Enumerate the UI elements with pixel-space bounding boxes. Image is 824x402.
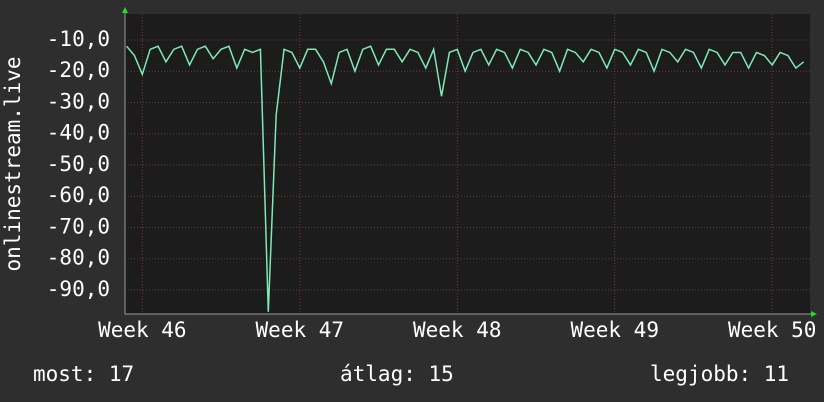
- y-tick-label: -80,0: [47, 246, 110, 270]
- y-tick-label: -50,0: [47, 152, 110, 176]
- axis-arrow: [122, 7, 128, 13]
- y-axis-label: onlinestream.live: [1, 57, 25, 272]
- y-tick-label: -60,0: [47, 183, 110, 207]
- x-tick-label: Week 48: [413, 318, 502, 342]
- x-tick-label: Week 47: [256, 318, 345, 342]
- stat-value: 15: [428, 362, 453, 386]
- stat-value: 11: [764, 362, 789, 386]
- y-tick-label: -40,0: [47, 121, 110, 145]
- x-tick-label: Week 46: [98, 318, 187, 342]
- stat-label: átlag:: [340, 362, 416, 386]
- stat-label: most:: [33, 362, 96, 386]
- y-tick-label: -10,0: [47, 27, 110, 51]
- y-tick-label: -20,0: [47, 58, 110, 82]
- y-tick-label: -90,0: [47, 277, 110, 301]
- plot-area: [125, 14, 810, 314]
- y-tick-label: -70,0: [47, 214, 110, 238]
- stat-value: 17: [109, 362, 134, 386]
- x-tick-label: Week 49: [570, 318, 659, 342]
- x-tick-label: Week 50: [728, 318, 817, 342]
- stat-label: legjobb:: [650, 362, 751, 386]
- axis-arrow: [811, 311, 817, 317]
- plot-layer: [125, 14, 810, 314]
- y-tick-label: -30,0: [47, 89, 110, 113]
- data-line: [125, 45, 805, 312]
